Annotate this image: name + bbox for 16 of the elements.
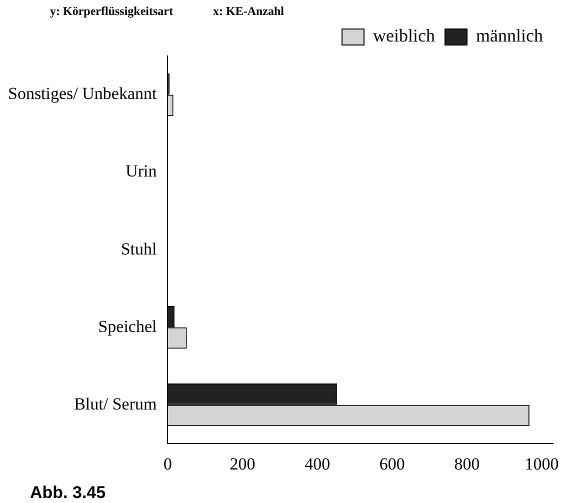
x-tick-label: 800 (454, 454, 480, 474)
caption: Abb. 3.45 (30, 483, 106, 503)
y-tick-label: Speichel (98, 316, 158, 336)
x-tick-label: 400 (304, 454, 330, 474)
y-tick-label: Sonstiges/ Unbekannt (8, 84, 158, 104)
x-axis-title: x: KE-Anzahl (212, 4, 284, 18)
legend-label: männlich (476, 26, 544, 46)
y-tick-label: Blut/ Serum (74, 394, 157, 414)
y-tick-label: Stuhl (120, 239, 158, 258)
x-tick-label: 600 (379, 454, 405, 474)
x-tick-label: 200 (230, 454, 256, 474)
y-tick-label: Urin (126, 162, 158, 181)
legend-label: weiblich (373, 26, 436, 46)
x-tick-label: 0 (163, 454, 172, 474)
x-tick-label: 1000 (524, 454, 559, 474)
y-axis-title: y: Körperflüssigkeitsart (50, 4, 173, 18)
